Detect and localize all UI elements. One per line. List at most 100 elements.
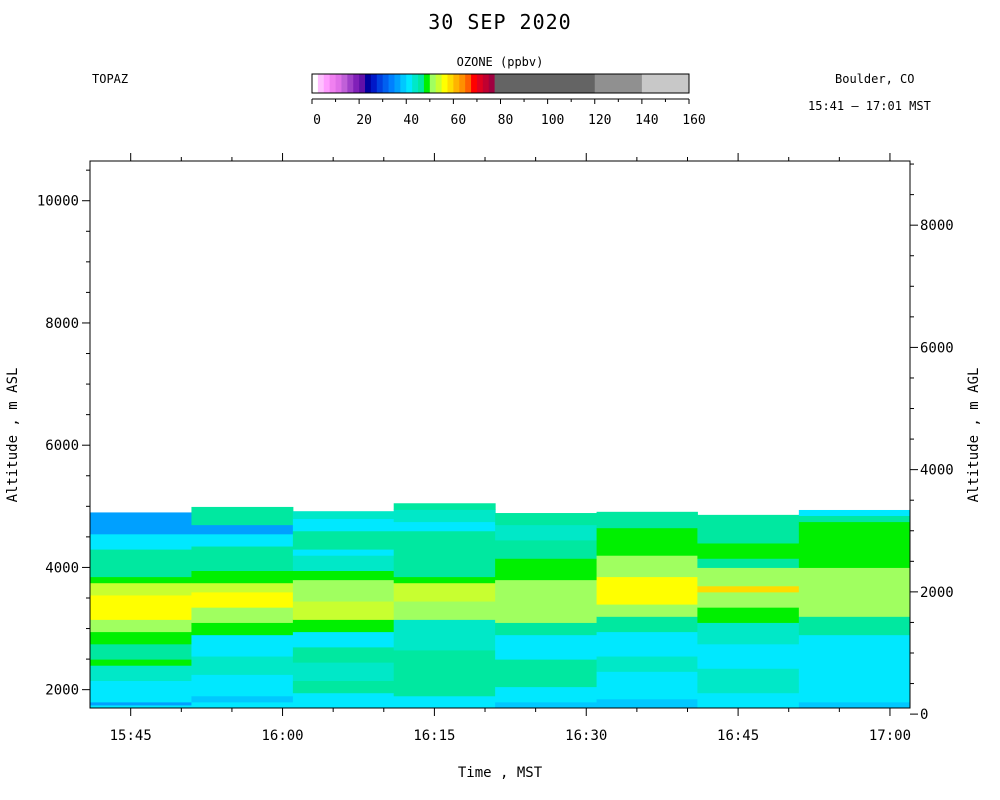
heatmap-cell [697, 643, 800, 669]
heatmap-cell [191, 607, 294, 623]
colorbar-swatch [429, 74, 437, 93]
heatmap-cell [90, 665, 192, 681]
heatmap-cell [191, 591, 294, 608]
y-left-tick-label: 2000 [45, 683, 79, 699]
heatmap-cell [798, 674, 911, 703]
y-right-tick-label: 2000 [920, 585, 954, 601]
heatmap-cell [495, 558, 598, 581]
heatmap-cell [495, 686, 598, 703]
y-left-tick-label: 8000 [45, 316, 79, 332]
colorbar-swatch [335, 74, 342, 93]
y-axis-right-title: Altitude , m AGL [966, 368, 982, 503]
heatmap-cell [292, 631, 395, 648]
colorbar-swatch [406, 74, 413, 93]
heatmap-cell [90, 619, 192, 633]
colorbar-swatch [353, 74, 360, 93]
heatmap-cell [393, 521, 496, 532]
heatmap-cell [798, 591, 911, 617]
heatmap-cell [292, 549, 395, 556]
heatmap-cell [292, 662, 395, 681]
x-tick-label: 15:45 [110, 728, 152, 744]
colorbar-title: OZONE (ppbv) [456, 55, 544, 69]
heatmap-cell [596, 671, 698, 700]
x-tick-label: 16:15 [413, 728, 455, 744]
heatmap-cell [90, 631, 192, 645]
colorbar: 0 20 40 60 80 100 120 140 160 [311, 73, 706, 128]
heatmap-cell [596, 656, 698, 672]
heatmap-cell [191, 634, 294, 657]
colorbar-tick-label: 100 [541, 113, 564, 128]
heatmap-cell [191, 524, 294, 535]
heatmap-cell [292, 646, 395, 663]
heatmap-cell [292, 692, 395, 709]
heatmap-cell [90, 533, 192, 550]
heatmap-cell [191, 622, 294, 636]
y-right-tick-label: 8000 [920, 218, 954, 234]
heatmap-cell [798, 546, 911, 568]
heatmap-cell [495, 513, 598, 526]
heatmap-cell [798, 701, 911, 709]
plot-frame [89, 160, 911, 709]
heatmap-cell [191, 582, 294, 593]
heatmap-cell [191, 695, 294, 703]
colorbar-swatch [382, 74, 389, 93]
y-right-tick-label: 6000 [920, 340, 954, 356]
heatmap-cell [697, 668, 800, 694]
heatmap-cell [697, 607, 800, 623]
heatmap-cell [393, 582, 496, 602]
heatmap-cell [393, 530, 496, 559]
heatmap-cell [90, 704, 192, 709]
heatmap-cell [596, 527, 698, 556]
colorbar-tick-label: 140 [635, 113, 658, 128]
colorbar-swatch [459, 74, 466, 93]
time-range-label: 15:41 – 17:01 MST [808, 99, 931, 113]
heatmap-cell [495, 604, 598, 623]
colorbar-swatch [441, 74, 448, 93]
colorbar-swatch [453, 74, 460, 93]
heatmap-cell [596, 698, 698, 709]
colorbar-swatch [447, 74, 454, 93]
colorbar-swatch [641, 74, 690, 93]
heatmap-cell [495, 659, 598, 688]
heatmap-cell [798, 509, 911, 516]
colorbar-swatch [376, 74, 384, 93]
heatmap-cell [191, 674, 294, 697]
station-label: TOPAZ [92, 72, 129, 86]
colorbar-swatch [435, 74, 442, 93]
colorbar-swatch [412, 74, 419, 93]
colorbar-swatch [400, 74, 407, 93]
colorbar-swatch [347, 74, 354, 93]
heatmap-cell [697, 585, 800, 593]
colorbar-swatch [494, 74, 596, 93]
colorbar-tick-label: 60 [451, 113, 467, 128]
colorbar-swatch [370, 74, 378, 93]
heatmap-cell [393, 576, 496, 584]
heatmap-cells [90, 503, 911, 709]
y-left-tick-label: 4000 [45, 560, 79, 576]
colorbar-swatch [423, 74, 431, 93]
heatmap-cell [90, 549, 192, 578]
heatmap-cell [292, 579, 395, 602]
colorbar-swatch [488, 74, 496, 93]
heatmap-cell [697, 567, 800, 587]
colorbar-swatch [594, 74, 643, 93]
colorbar-swatch [365, 74, 372, 93]
colorbar-swatch [418, 74, 425, 93]
heatmap-cell [393, 695, 496, 709]
heatmap-cell [393, 601, 496, 620]
heatmap-cell [495, 539, 598, 559]
heatmap-cell [292, 570, 395, 581]
heatmap-cell [596, 616, 698, 633]
heatmap-cell [697, 558, 800, 568]
heatmap-cell [292, 555, 395, 571]
colorbar-tick-label: 20 [356, 113, 372, 128]
heatmap-cell [596, 631, 698, 657]
heatmap-cell [292, 619, 395, 633]
heatmap-cell [596, 511, 698, 529]
chart-title: 30 SEP 2020 [428, 10, 572, 34]
colorbar-swatch [394, 74, 401, 93]
heatmap-cell [697, 542, 800, 559]
heatmap-cell [393, 619, 496, 651]
heatmap-cell [90, 582, 192, 596]
